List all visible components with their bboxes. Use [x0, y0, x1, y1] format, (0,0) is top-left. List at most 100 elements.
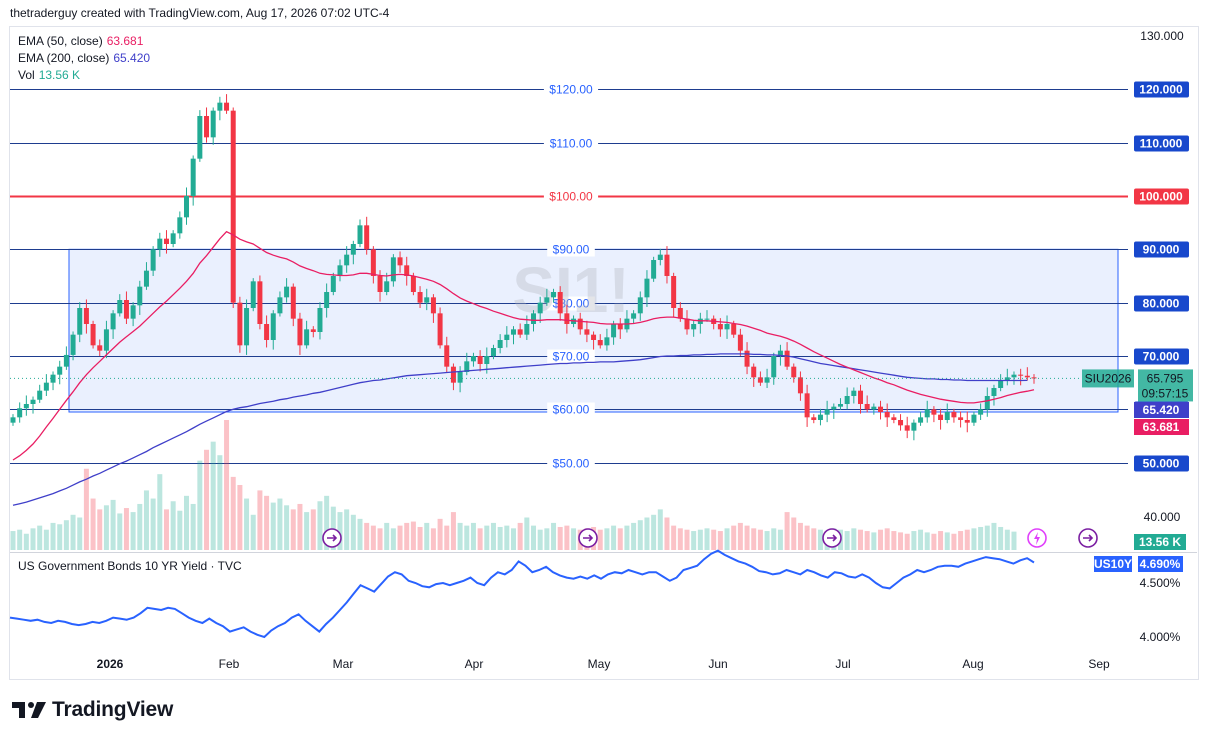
candle-body [304, 329, 310, 346]
legend-ema50[interactable]: EMA (50, close) 63.681 [18, 34, 143, 49]
candle-body [824, 409, 830, 415]
candle-body [1004, 377, 1010, 380]
volume-bar [724, 528, 730, 550]
candle-body [991, 388, 997, 396]
candle-body [591, 334, 597, 340]
volume-bar [130, 512, 136, 550]
legend-ema200[interactable]: EMA (200, close) 65.420 [18, 51, 150, 66]
candle-body [924, 409, 930, 418]
axis-tag-text-120: 120.000 [1139, 83, 1183, 97]
candle-body [1031, 377, 1037, 379]
volume-bar [557, 526, 563, 550]
volume-bar [90, 498, 96, 550]
volume-bar [290, 509, 296, 550]
volume-bar [844, 531, 850, 550]
volume-bar [797, 522, 803, 550]
volume-bar [197, 460, 203, 550]
candle-body [557, 292, 563, 314]
candle-body [764, 377, 770, 383]
volume-bar [277, 498, 283, 550]
volume-bar [497, 526, 503, 550]
candle-body [250, 281, 256, 308]
candle-body [791, 366, 797, 378]
volume-bar [851, 528, 857, 550]
volume-bar [804, 525, 810, 550]
volume-bar [143, 490, 149, 550]
axis-tick-40: 40.000 [1144, 510, 1181, 524]
candle-body [671, 276, 677, 308]
volume-bar [310, 509, 316, 550]
volume-bar [671, 525, 677, 550]
legend-volume-label: Vol [18, 68, 35, 82]
candle-body [784, 350, 790, 367]
yield-tick-4-0: 4.000% [1140, 630, 1181, 644]
volume-bar [938, 531, 944, 550]
volume-bar [964, 529, 970, 550]
volume-bar [777, 529, 783, 550]
volume-bar [404, 522, 410, 550]
last-price-value: 65.795 [1147, 371, 1184, 385]
candle-body [143, 270, 149, 287]
x-axis-label: Apr [465, 657, 484, 671]
volume-bar [77, 517, 83, 550]
legend-volume[interactable]: Vol 13.56 K [18, 68, 80, 83]
candle-body [891, 417, 897, 420]
tradingview-logo[interactable]: TradingView [12, 698, 173, 722]
volume-bar [510, 528, 516, 550]
volume-bar [651, 514, 657, 550]
arrow-glyph [1083, 534, 1094, 542]
candle-body [264, 324, 270, 340]
volume-bar [811, 528, 817, 550]
candle-body [751, 366, 757, 378]
candle-body [584, 329, 590, 335]
volume-bar [324, 495, 330, 550]
volume-bar [537, 529, 543, 550]
candle-body [691, 324, 697, 330]
candle-body [804, 393, 810, 418]
volume-bar [217, 455, 223, 550]
candle-body [430, 297, 436, 314]
last-price-countdown: 09:57:15 [1142, 386, 1189, 400]
volume-bar [531, 525, 537, 550]
volume-bar [97, 509, 103, 550]
volume-bar [337, 512, 343, 550]
volume-bar [357, 518, 363, 550]
candle-body [384, 281, 390, 292]
volume-bar [230, 476, 236, 550]
yield-tick-4-5: 4.500% [1140, 576, 1181, 590]
volume-bar [350, 514, 356, 550]
volume-bar [210, 441, 216, 550]
volume-bar [250, 514, 256, 550]
volume-bar [617, 528, 623, 550]
candle-body [844, 396, 850, 404]
candle-body [344, 254, 350, 266]
last-price-tag [1138, 369, 1193, 402]
volume-bar [597, 529, 603, 550]
yield-symbol-tag-text: US10Y [1094, 557, 1132, 571]
candle-body [297, 318, 303, 346]
candle-body [604, 337, 610, 346]
volume-bar [63, 520, 69, 550]
volume-bar [604, 528, 610, 550]
candle-body [204, 116, 210, 138]
candle-body [284, 286, 290, 298]
candle-body [77, 308, 83, 335]
candle-body [17, 408, 23, 418]
candle-body [577, 318, 583, 330]
volume-bar [390, 528, 396, 550]
x-axis-label: 2026 [97, 657, 124, 671]
volume-bar [711, 529, 717, 550]
volume-bar [410, 521, 416, 550]
candle-body [831, 406, 837, 410]
candle-body [944, 412, 950, 420]
volume-bar [244, 498, 250, 550]
chart-frame[interactable] [9, 26, 1199, 680]
volume-bar [344, 509, 350, 550]
volume-bar [864, 531, 870, 550]
volume-bar [177, 510, 183, 550]
candle-body [90, 324, 96, 346]
axis-tag-text-100: 100.000 [1139, 190, 1183, 204]
symbol-watermark: SI1! [512, 254, 629, 326]
volume-bar [377, 528, 383, 550]
